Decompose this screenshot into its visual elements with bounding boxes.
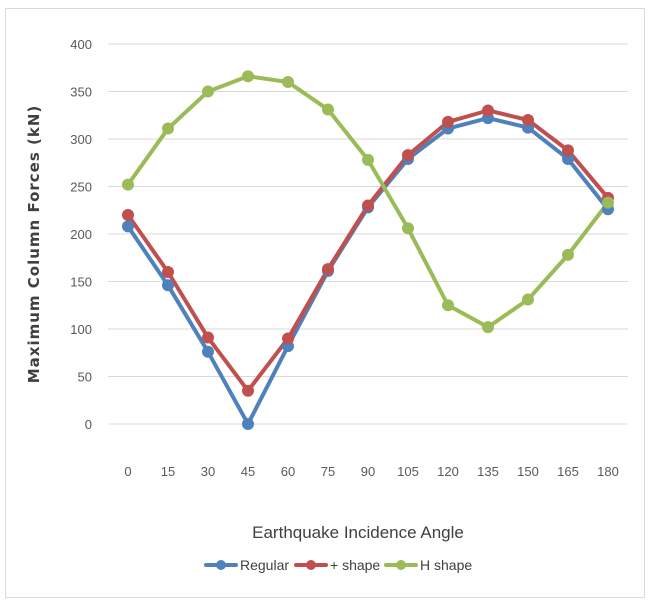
x-tick-label: 75 <box>321 464 335 479</box>
legend: Regular + shape H shape <box>204 557 472 573</box>
y-tick-label: 350 <box>70 85 92 100</box>
data-point <box>522 114 534 126</box>
x-tick-label: 0 <box>124 464 131 479</box>
x-tick-label: 165 <box>557 464 579 479</box>
data-point <box>362 153 374 166</box>
x-axis-title: Earthquake Incidence Angle <box>252 523 464 542</box>
data-point <box>122 209 134 221</box>
data-point <box>202 345 214 358</box>
data-point <box>242 384 254 397</box>
legend-marker <box>306 560 316 570</box>
data-point <box>482 321 494 334</box>
data-point <box>162 266 174 278</box>
y-tick-labels: 0 50 100 150 200 250 300 350 400 <box>70 37 92 432</box>
x-tick-label: 90 <box>361 464 375 479</box>
data-point <box>122 178 134 191</box>
y-tick-label: 150 <box>70 275 92 290</box>
y-tick-label: 50 <box>78 370 92 385</box>
y-tick-label: 400 <box>70 37 92 52</box>
x-tick-label: 15 <box>161 464 175 479</box>
legend-label: + shape <box>330 557 380 573</box>
data-point <box>202 85 214 98</box>
y-tick-label: 200 <box>70 227 92 242</box>
legend-marker <box>216 560 226 570</box>
data-point <box>562 248 574 261</box>
x-tick-label: 120 <box>437 464 459 479</box>
legend-label: Regular <box>240 557 289 573</box>
gridlines <box>108 43 628 425</box>
x-tick-label: 150 <box>517 464 539 479</box>
x-tick-labels: 0 15 30 45 60 75 90 105 120 135 150 165 180 <box>124 464 618 479</box>
data-point <box>282 332 294 345</box>
data-point <box>602 196 614 209</box>
data-point <box>122 220 134 233</box>
data-point <box>402 149 414 162</box>
x-tick-label: 135 <box>477 464 499 479</box>
data-point <box>402 222 414 235</box>
x-tick-label: 30 <box>201 464 215 479</box>
data-point <box>482 104 494 117</box>
x-tick-label: 60 <box>281 464 295 479</box>
y-tick-label: 250 <box>70 180 92 195</box>
series-markers <box>122 70 614 430</box>
data-point <box>322 263 334 276</box>
data-point <box>362 199 374 212</box>
data-point <box>162 122 174 135</box>
y-axis-title: Maximum Column Forces (kN) <box>25 105 43 384</box>
data-point <box>322 103 334 116</box>
data-point <box>242 418 254 430</box>
x-tick-label: 105 <box>397 464 419 479</box>
series-lines <box>126 74 610 426</box>
data-point <box>202 331 214 344</box>
data-point <box>282 76 294 88</box>
data-point <box>242 70 254 83</box>
legend-label: H shape <box>420 557 472 573</box>
legend-marker <box>396 560 406 570</box>
y-tick-label: 0 <box>85 417 92 432</box>
y-tick-label: 300 <box>70 132 92 147</box>
data-point <box>562 144 574 157</box>
x-tick-label: 45 <box>241 464 255 479</box>
data-point <box>522 293 534 306</box>
x-tick-label: 180 <box>597 464 619 479</box>
series-line <box>126 108 610 393</box>
y-tick-label: 100 <box>70 322 92 337</box>
data-point <box>162 279 174 292</box>
data-point <box>442 299 454 312</box>
data-point <box>442 115 454 128</box>
